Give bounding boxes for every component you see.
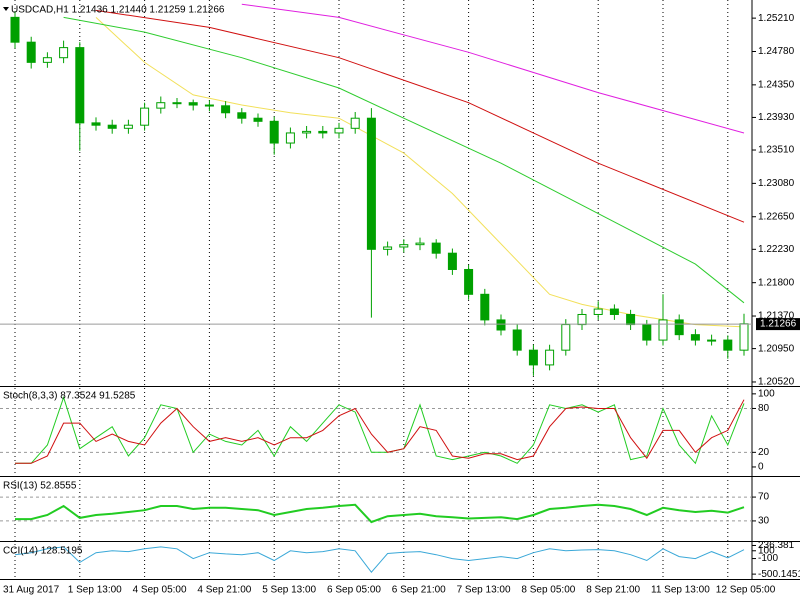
candle-body [480,293,490,321]
y-tick-label: 1.24780 [758,46,795,57]
x-tick-label: 6 Sep 05:00 [327,585,381,596]
y-tick-label: 20 [758,447,770,458]
candle-body [237,112,247,119]
indicator-line [15,399,745,464]
candle-body [123,124,133,129]
current-price-label: 1.21266 [760,319,797,330]
x-tick-label: 8 Sep 21:00 [586,585,640,596]
y-tick-label: 1.21800 [758,277,795,288]
indicator-line [15,503,745,524]
candle-body [26,41,36,63]
y-tick-label: 236.381 [758,540,795,551]
candle-body [156,102,166,109]
candle-body [528,349,538,366]
candle-body [302,130,312,134]
y-tick-label: 1.23080 [758,178,795,189]
candle-body [626,313,636,326]
candle-body [690,334,700,341]
x-tick-label: 8 Sep 05:00 [521,585,575,596]
moving-average [241,3,745,134]
y-tick-label: 1.23510 [758,145,795,156]
y-tick-label: -100 [758,553,778,564]
candle-body [739,323,749,351]
candle-body [383,246,393,250]
candle-body [545,349,555,366]
candle-body [464,268,474,295]
y-tick-label: 1.21370 [758,311,795,322]
candle-body [512,329,522,351]
x-tick-label: 5 Sep 13:00 [262,585,316,596]
pane-title: USDCAD,H1 1.21436 1.21440 1.21259 1.2126… [11,5,225,16]
pane-title: CCI(14) 128.5195 [3,546,83,557]
moving-average [95,9,745,223]
x-tick-label: 1 Sep 13:00 [68,585,122,596]
y-tick-label: 30 [758,516,770,527]
candle-body [366,117,376,250]
candle-body [42,57,52,63]
y-tick-label: 100 [758,545,775,556]
menu-arrow[interactable] [3,7,9,11]
candle-body [269,120,279,144]
moving-average [95,17,745,328]
current-price-tag [756,318,800,331]
pane-title: Stoch(8,3,3) 87.3524 91.5285 [3,391,136,402]
x-tick-label: 4 Sep 21:00 [197,585,251,596]
candle-body [334,127,344,134]
candle-body [204,104,214,107]
candle-body [496,319,506,331]
candle-body [577,313,587,326]
candle-body [561,324,571,351]
candle-body [609,308,619,315]
indicator-line [14,546,745,573]
indicator-line [15,395,745,465]
y-tick-label: 1.24350 [758,79,795,90]
candle-body [399,244,409,248]
x-tick-label: 6 Sep 21:00 [392,585,446,596]
candle-body [658,319,668,341]
x-tick-label: 7 Sep 13:00 [457,585,511,596]
y-tick-label: -500.1451 [758,569,800,580]
y-tick-label: 1.22230 [758,244,795,255]
y-tick-label: 80 [758,403,770,414]
candle-body [107,124,117,129]
pane-title: RSI(13) 52.8555 [3,481,77,492]
candle-body [75,47,85,124]
candle-body [253,117,263,122]
candle-body [59,47,69,59]
y-tick-label: 1.20520 [758,377,795,388]
y-tick-label: 1.25210 [758,13,795,24]
candle-body [172,102,182,105]
candle-body [350,117,360,129]
x-tick-label: 11 Sep 13:00 [651,585,710,596]
candle-body [723,339,733,351]
moving-average [63,16,745,304]
y-tick-label: 0 [758,462,764,473]
x-tick-label: 12 Sep 05:00 [716,585,776,596]
candle-body [642,324,652,341]
candle-body [140,107,150,126]
candle-body [415,242,425,246]
candle-body [707,339,717,342]
y-tick-label: 1.23930 [758,112,795,123]
candle-body [221,105,231,114]
candle-body [91,122,101,126]
candle-body [10,16,20,43]
y-tick-label: 100 [758,388,775,399]
candle-body [318,130,328,134]
x-tick-label: 31 Aug 2017 [3,585,60,596]
candle-body [285,132,295,144]
candle-body [447,252,457,270]
y-tick-label: 1.22650 [758,211,795,222]
y-tick-label: 1.20950 [758,343,795,354]
candle-body [431,242,441,254]
x-tick-label: 4 Sep 05:00 [133,585,187,596]
candle-body [188,102,198,106]
candle-body [674,319,684,336]
y-tick-label: 70 [758,492,770,503]
candle-body [593,308,603,315]
